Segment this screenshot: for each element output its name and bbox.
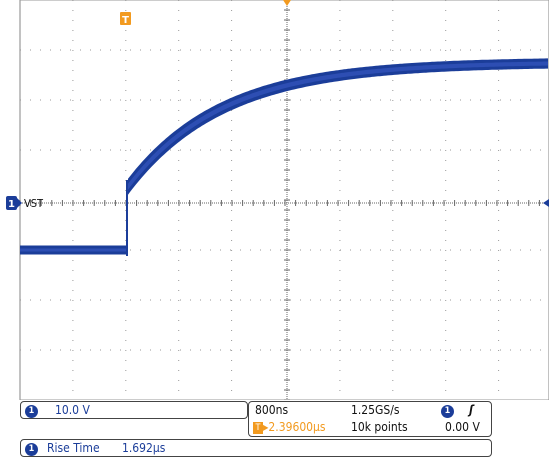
timebase-bar[interactable]: 800ns 1.25GS/s T ▸2.39600µs 10k points 1 … xyxy=(248,401,492,437)
trigger-t-small-icon: T xyxy=(253,421,263,434)
waveform-display: T 1 VST xyxy=(6,0,549,400)
trigger-position-readout: T ▸2.39600µs xyxy=(253,419,326,435)
trigger-position-marker xyxy=(283,0,291,6)
measurement-channel-badge: 1 xyxy=(25,443,38,456)
rising-edge-icon: ʃ xyxy=(469,403,474,417)
trigger-point-icon xyxy=(283,0,291,6)
channel-1-badge: 1 xyxy=(25,405,38,418)
record-length: 10k points xyxy=(351,420,408,434)
svg-text:1: 1 xyxy=(8,199,15,210)
trigger-source-badge: 1 xyxy=(441,405,454,418)
trigger-position: 2.39600µs xyxy=(268,420,326,434)
channel-scale-bar[interactable]: 1 10.0 V xyxy=(20,401,248,419)
sample-rate: 1.25GS/s xyxy=(351,403,400,417)
trigger-t-icon xyxy=(120,12,131,25)
measurement-bar[interactable]: 1 Rise Time 1.692µs xyxy=(20,439,492,457)
trigger-t-marker: T xyxy=(120,12,131,26)
measurement-value: 1.692µs xyxy=(122,441,166,455)
trigger-level-icon xyxy=(543,199,549,207)
horizontal-scale: 800ns xyxy=(255,403,289,417)
measurement-name: Rise Time xyxy=(47,441,100,455)
trigger-t-label: T xyxy=(122,15,129,26)
channel-1-ground-icon xyxy=(6,196,17,210)
channel-ground-marker[interactable]: 1 xyxy=(6,196,22,210)
waveform-trace xyxy=(20,58,548,256)
trigger-level: 0.00 V xyxy=(445,420,480,434)
trigger-arrow-icon: ▸ xyxy=(263,420,269,434)
ground-arrow-icon xyxy=(17,198,22,208)
channel-label: VST xyxy=(24,197,44,210)
channel-scale: 10.0 V xyxy=(55,403,90,417)
graticule-grid xyxy=(19,0,549,400)
